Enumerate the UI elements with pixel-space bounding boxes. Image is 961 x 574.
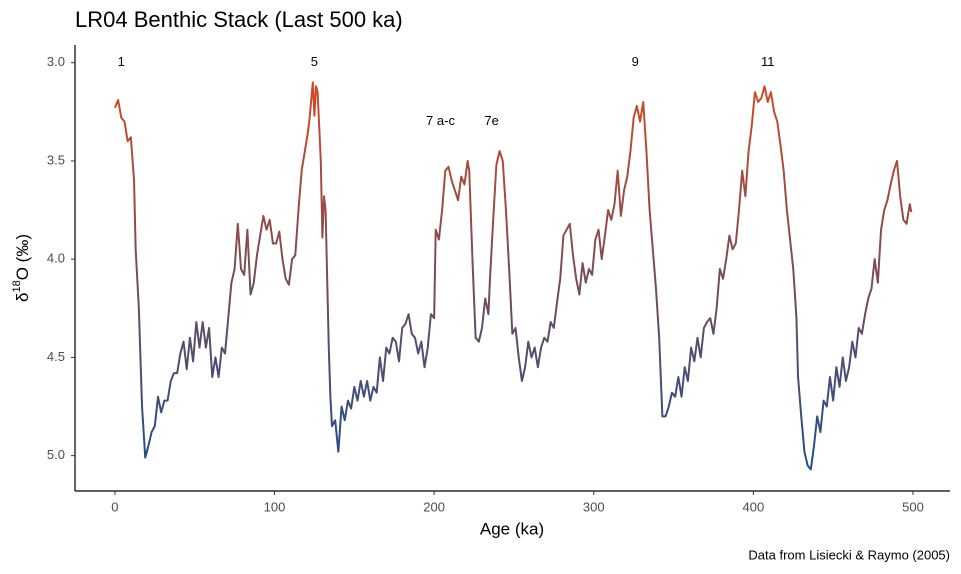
y-tick-label: 3.0 [47,54,65,69]
annotation: 7 a-c [426,113,455,128]
y-title-sup: 18 [11,280,23,292]
x-axis-title: Age (ka) [480,519,544,538]
data-line [113,81,913,471]
caption: Data from Lisiecki & Raymo (2005) [748,547,950,562]
annotation: 1 [118,54,125,69]
x-tick-label: 400 [743,499,765,514]
annotation: 11 [761,54,775,69]
y-tick-label: 3.5 [47,152,65,167]
y-title-suffix: O (‰) [13,234,32,280]
y-title-prefix: δ [13,293,32,302]
x-tick-label: 300 [583,499,605,514]
x-tick-label: 200 [423,499,445,514]
chart-title: LR04 Benthic Stack (Last 500 ka) [75,7,403,32]
annotation: 7e [484,113,498,128]
annotation: 5 [311,54,318,69]
x-tick-label: 500 [902,499,924,514]
y-axis-title: δ18O (‰) [11,234,33,302]
x-tick-label: 0 [111,499,118,514]
y-tick-label: 4.0 [47,251,65,266]
y-tick-label: 4.5 [47,349,65,364]
y-tick-label: 5.0 [47,447,65,462]
x-tick-label: 100 [264,499,286,514]
annotation: 9 [632,54,639,69]
